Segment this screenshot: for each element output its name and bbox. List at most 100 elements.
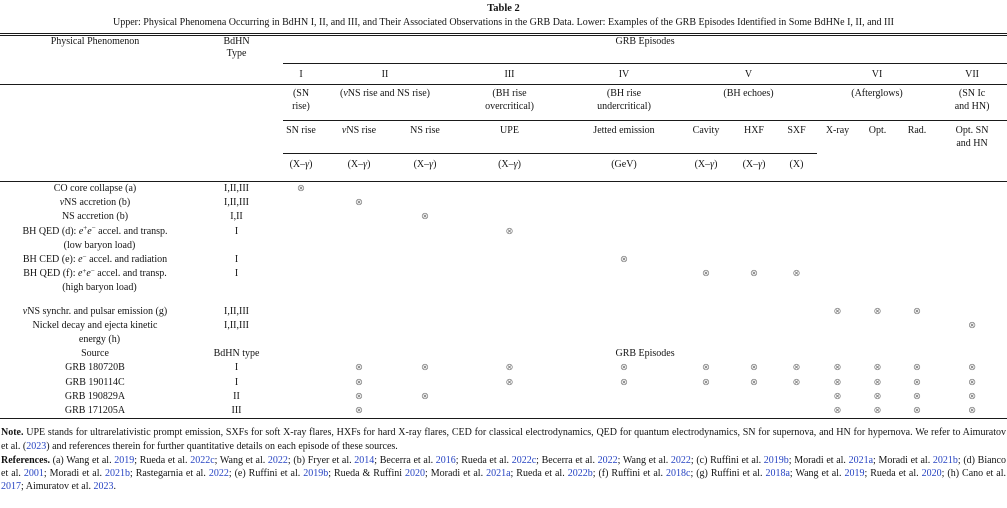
band-label-nns_rise: (X–γ)	[319, 153, 399, 182]
citation-link[interactable]: 2016	[435, 454, 456, 466]
mark-cell-ns_rise	[399, 319, 451, 347]
cross-circle-mark-icon: ⊗	[792, 362, 801, 374]
text-line: energy (h)	[0, 333, 190, 347]
citation-link[interactable]: 2022	[597, 454, 618, 466]
citation-link[interactable]: 2020	[921, 468, 942, 480]
mark-cell-sn_rise	[283, 296, 319, 319]
citation-link[interactable]: 2023	[93, 481, 114, 493]
mark-cell-ns_rise: ⊗	[399, 210, 451, 224]
text-segment: )	[762, 159, 766, 170]
mark-cell-jetted: ⊗	[568, 253, 680, 267]
mark-cell-ns_rise	[399, 225, 451, 253]
row-label: νNS accretion (b)	[0, 196, 190, 210]
citation-link[interactable]: 2021a	[486, 468, 511, 480]
mark-cell-cavity: ⊗	[680, 376, 732, 390]
text-segment: NS rise and NS rise)	[347, 88, 430, 99]
band-label-xray	[817, 153, 858, 182]
mark-cell-hxf	[732, 196, 776, 210]
grb-row: GRB 190114C I ⊗ ⊗ ⊗ ⊗ ⊗ ⊗ ⊗ ⊗ ⊗ ⊗	[0, 376, 1007, 390]
text-segment: ; Rueda et al.	[455, 454, 512, 466]
text-segment: (X–	[742, 159, 759, 170]
band-label-jetted: (GeV)	[568, 153, 680, 182]
text-line: CO core collapse (a)	[0, 182, 190, 196]
episode-group-header-I: I	[283, 63, 319, 85]
mark-cell-optsn: ⊗	[937, 404, 1007, 420]
band-label-hxf: (X–γ)	[732, 153, 776, 182]
text-segment: rise)	[292, 100, 310, 112]
episode-description: (Afterglows)	[817, 84, 937, 121]
citation-link[interactable]: 2022b	[567, 468, 593, 480]
text-segment: )	[433, 159, 437, 170]
citation-link[interactable]: 2021b	[932, 454, 958, 466]
mark-cell-sn_rise	[283, 210, 319, 224]
mark-cell-optsn	[937, 182, 1007, 197]
text-segment: NS accretion (b)	[61, 211, 129, 223]
mark-cell-cavity	[680, 319, 732, 347]
text-segment: ; Moradi et al.	[873, 454, 933, 466]
mark-cell-opt	[858, 210, 897, 224]
phenomenon-row: NS accretion (b) I,II ⊗	[0, 210, 1007, 224]
bdhn-type-header: BdHN type	[213, 348, 260, 360]
mark-cell-nns_rise: ⊗	[319, 361, 399, 375]
citation-link[interactable]: 2001	[23, 468, 44, 480]
mark-cell-hxf	[732, 390, 776, 404]
text-segment: ; Rastegarnia et al.	[129, 468, 209, 480]
episode-group-header-IV: IV	[568, 63, 680, 85]
cross-circle-mark-icon: ⊗	[833, 305, 842, 317]
citation-link[interactable]: 2017	[1, 481, 21, 493]
citation-link[interactable]: 2019b	[303, 468, 329, 480]
mark-cell-sxf	[776, 404, 817, 420]
text-line: SN rise	[283, 125, 319, 138]
citation-link[interactable]: 2022	[208, 468, 229, 480]
text-segment: (high baryon load)	[62, 282, 137, 294]
citation-link[interactable]: 2020	[404, 468, 425, 480]
citation-link[interactable]: 2022c	[190, 454, 215, 466]
cross-circle-mark-icon: ⊗	[792, 268, 801, 280]
citation-link[interactable]: 2018a	[765, 468, 790, 480]
cross-circle-mark-icon: ⊗	[913, 305, 921, 317]
mark-cell-jetted	[568, 210, 680, 224]
text-segment: X-ray	[825, 125, 850, 136]
text-line: (Afterglows)	[817, 88, 937, 101]
citation-link[interactable]: 2022	[267, 454, 288, 466]
row-label: Nickel decay and ejecta kinetic energy (h…	[0, 319, 190, 347]
text-segment: ν	[341, 125, 347, 136]
citation-link[interactable]: 2019	[114, 454, 135, 466]
cross-circle-mark-icon: ⊗	[873, 405, 882, 417]
citation-link[interactable]: 2014	[354, 454, 375, 466]
grb-row: GRB 171205A III ⊗ ⊗ ⊗ ⊗ ⊗	[0, 404, 1007, 420]
cross-circle-mark-icon: ⊗	[873, 362, 882, 374]
mark-cell-hxf: ⊗	[732, 376, 776, 390]
mark-cell-sxf	[776, 296, 817, 319]
mark-cell-ns_rise	[399, 182, 451, 197]
mark-cell-sxf: ⊗	[776, 376, 817, 390]
citation-link[interactable]: 2021b	[104, 468, 130, 480]
text-line: and HN	[937, 138, 1007, 151]
mark-cell-nns_rise	[319, 225, 399, 253]
col-header-physical-phenomenon: Physical Phenomenon	[0, 34, 190, 85]
citation-link[interactable]: 2018c	[666, 468, 691, 480]
mark-cell-opt	[858, 196, 897, 210]
mark-cell-cavity	[680, 390, 732, 404]
text-line: (BH rise	[568, 88, 680, 101]
text-segment: NS rise	[346, 125, 377, 136]
text-segment: −	[91, 224, 96, 233]
text-line: Opt.	[858, 125, 897, 138]
citation-link[interactable]: 2019b	[763, 454, 789, 466]
mark-cell-ns_rise	[399, 267, 451, 295]
text-segment: γ	[429, 159, 434, 170]
citation-link[interactable]: 2023	[26, 440, 47, 452]
citation-link[interactable]: 2019	[844, 468, 865, 480]
mark-cell-xray	[817, 319, 858, 347]
text-line: X-ray	[817, 125, 858, 138]
citation-link[interactable]: 2021a	[848, 454, 874, 466]
text-segment: ; Rueda & Ruffini	[328, 468, 405, 480]
text-segment: ν	[343, 88, 348, 99]
cross-circle-mark-icon: ⊗	[968, 376, 977, 388]
citation-link[interactable]: 2022c	[511, 454, 537, 466]
text-segment: γ	[305, 159, 310, 170]
bdhn-type-value: I	[234, 254, 239, 266]
text-segment: ; Becerra et al.	[374, 454, 436, 466]
citation-link[interactable]: 2022	[670, 454, 691, 466]
